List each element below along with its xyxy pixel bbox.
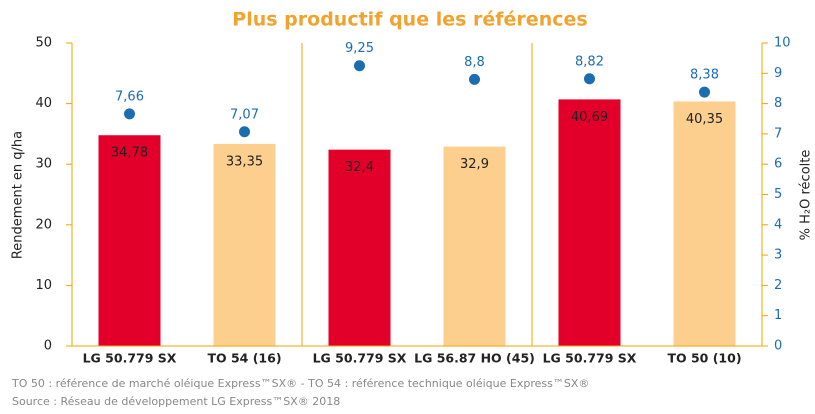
- bar: [673, 101, 736, 346]
- point-value-label: 8,82: [575, 54, 604, 69]
- point-value-label: 9,25: [345, 41, 374, 56]
- y2-tick-label: 7: [774, 126, 782, 141]
- y2-tick-label: 5: [774, 187, 782, 202]
- y2-tick-label: 3: [774, 248, 782, 263]
- y2-tick-label: 4: [774, 217, 782, 232]
- x-tick-label: LG 50.779 SX: [543, 351, 637, 366]
- bar-value-label: 32,4: [345, 160, 374, 175]
- y-tick-label: 50: [35, 36, 52, 51]
- bar: [443, 146, 506, 346]
- point-value-label: 7,66: [115, 89, 144, 104]
- x-tick-label: LG 50.779 SX: [83, 351, 177, 366]
- point-value-label: 8,8: [464, 55, 485, 70]
- y-axis-label: Rendement en q/ha: [11, 131, 26, 259]
- footnote: Source : Réseau de développement LG Expr…: [12, 395, 340, 408]
- bar-value-label: 40,35: [686, 112, 723, 127]
- x-tick-label: LG 50.779 SX: [313, 351, 407, 366]
- point-value-label: 8,38: [690, 68, 719, 83]
- x-tick-label: LG 56.87 HO (45): [414, 351, 535, 366]
- point: [239, 126, 250, 138]
- bar-value-label: 40,69: [571, 110, 608, 125]
- y2-tick-label: 6: [774, 157, 782, 172]
- x-tick-label: TO 50 (10): [667, 351, 741, 366]
- y-tick-label: 30: [35, 157, 52, 172]
- point: [584, 73, 595, 85]
- y-tick-label: 10: [35, 278, 52, 293]
- bar: [98, 135, 161, 346]
- y2-tick-label: 8: [774, 96, 782, 111]
- y2-tick-label: 0: [774, 339, 782, 354]
- bar: [558, 99, 621, 346]
- bar-value-label: 32,9: [460, 157, 489, 172]
- bar-value-label: 34,78: [111, 146, 148, 161]
- y2-tick-label: 9: [774, 66, 782, 81]
- chart-title: Plus productif que les références: [232, 9, 587, 31]
- y2-tick-label: 1: [774, 308, 782, 323]
- point: [699, 86, 710, 98]
- y-tick-label: 0: [44, 339, 52, 354]
- y-tick-label: 20: [35, 217, 52, 232]
- point: [354, 60, 365, 72]
- point-value-label: 7,07: [230, 107, 259, 122]
- y-tick-label: 40: [35, 96, 52, 111]
- y2-tick-label: 2: [774, 278, 782, 293]
- point: [469, 73, 480, 85]
- y2-tick-label: 10: [774, 36, 791, 51]
- bar: [213, 143, 276, 346]
- point: [124, 108, 135, 120]
- bar-value-label: 33,35: [226, 154, 263, 169]
- x-tick-label: TO 54 (16): [207, 351, 281, 366]
- bar: [328, 149, 391, 346]
- y2-axis-label: % H₂O récolte: [799, 150, 814, 241]
- footnote: TO 50 : référence de marché oléique Expr…: [11, 377, 589, 390]
